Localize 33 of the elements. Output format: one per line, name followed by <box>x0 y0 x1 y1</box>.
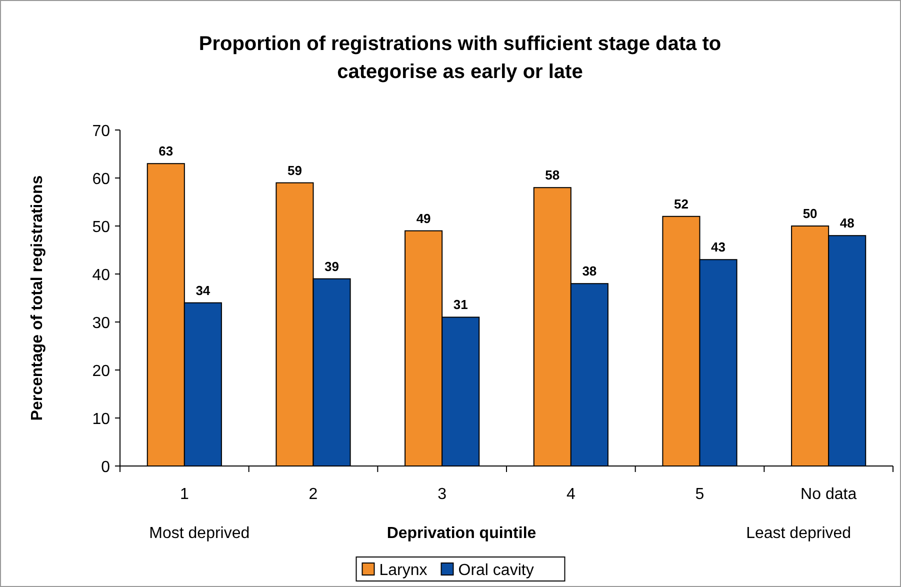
y-axis-title: Percentage of total registrations <box>29 175 46 421</box>
y-tick-label: 70 <box>92 123 110 140</box>
y-tick-label: 0 <box>101 459 110 476</box>
chart-title: Proportion of registrations with sufficient stage data to categorise as early or late <box>198 33 722 83</box>
text: Most deprived <box>149 525 250 542</box>
data-label: 43 <box>711 240 726 255</box>
y-tick-label: 30 <box>92 315 110 332</box>
y-tick-label: 20 <box>92 363 110 380</box>
x-tick-label: 2 <box>308 486 318 503</box>
data-label: 31 <box>453 297 468 312</box>
x-tick-label: 5 <box>695 486 704 503</box>
text: Least deprived <box>746 525 852 542</box>
x-tick-label: No data <box>800 486 857 503</box>
data-label: 50 <box>802 206 818 221</box>
data-label: 58 <box>545 168 560 183</box>
legend-label: Larynx <box>379 562 428 579</box>
data-label: 63 <box>158 144 174 159</box>
data-label: 59 <box>287 162 302 178</box>
y-tick-label: 60 <box>92 171 110 188</box>
data-label: 49 <box>416 210 431 226</box>
y-tick-label: 50 <box>92 219 110 236</box>
data-label: 34 <box>196 282 211 298</box>
x-axis-title: Deprivation quintile <box>386 525 536 542</box>
legend-label: Oral cavity <box>458 562 534 579</box>
data-label: 39 <box>324 258 340 274</box>
y-tick-label: 10 <box>92 411 110 428</box>
data-label: 38 <box>582 264 597 279</box>
x-tick-label: 1 <box>180 486 189 503</box>
x-tick-label: 3 <box>438 486 447 503</box>
x-tick-label: 4 <box>566 486 576 503</box>
data-label: 52 <box>674 196 688 212</box>
y-tick-label: 40 <box>92 267 110 284</box>
data-label: 48 <box>840 216 854 231</box>
